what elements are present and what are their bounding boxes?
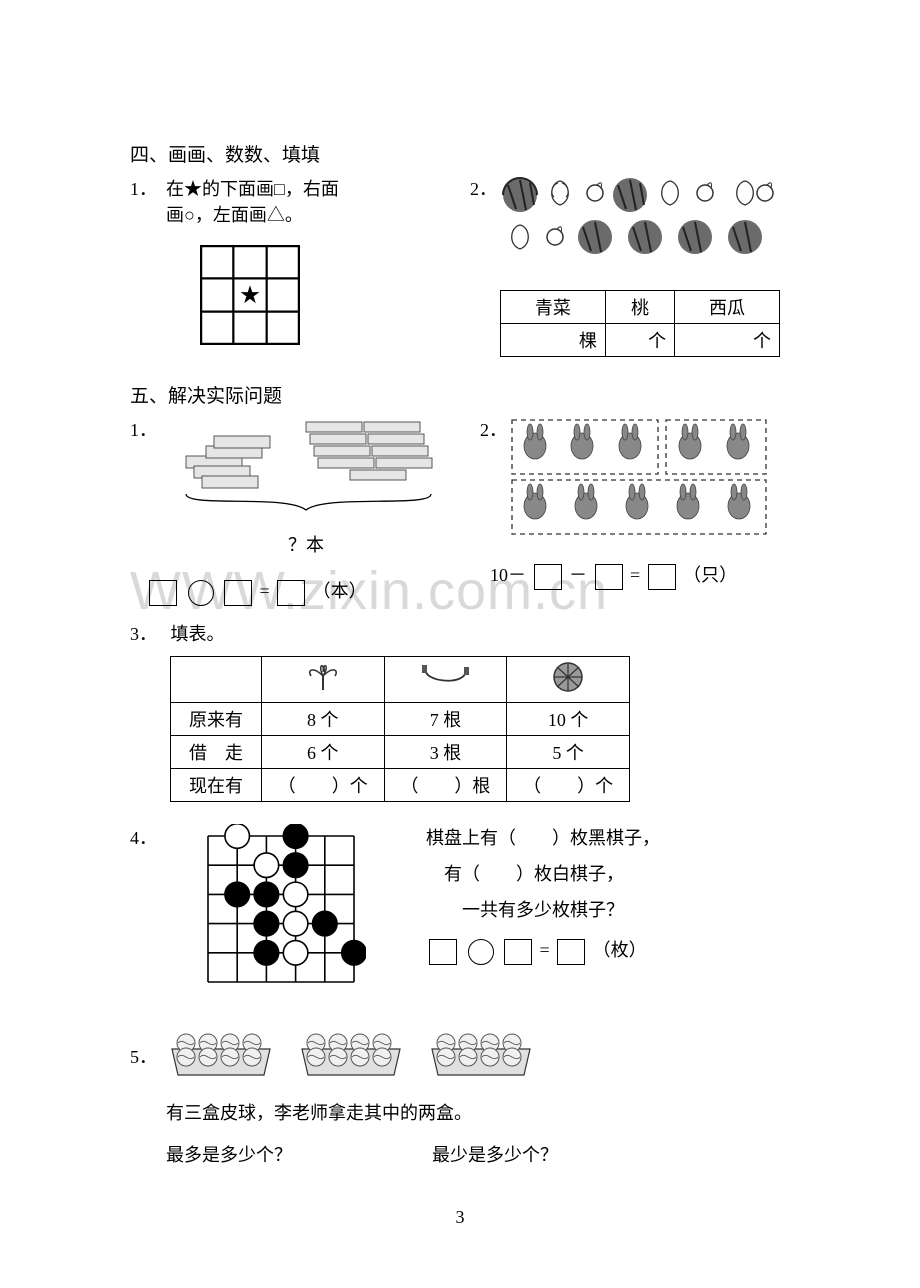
skipping-rope-icon — [420, 663, 470, 691]
section4-heading: 四、画画、数数、填填 — [130, 140, 790, 167]
q1-grid: ★ — [200, 245, 350, 350]
ball-box-icon — [166, 1029, 276, 1079]
sec5-q4-number: 4． — [130, 824, 166, 850]
op-circle[interactable] — [188, 580, 214, 606]
blank-box[interactable] — [149, 580, 177, 606]
sec5-q3-number: 3． — [130, 620, 166, 646]
op-circle[interactable] — [468, 939, 494, 965]
q5-line1: 有三盒皮球，李老师拿走其中的两盒。 — [166, 1099, 558, 1125]
blank-box[interactable] — [277, 580, 305, 606]
sec5-q5: 5． 有三盒皮球，李老师拿走其中的两盒。 最多是多少个？ 最少是多少个？ — [130, 1029, 790, 1167]
sec5-q2: 2． — [480, 416, 790, 590]
q2-col3-unit: 个 — [675, 324, 780, 357]
palm-icon — [303, 662, 343, 692]
page-number: 3 — [130, 1207, 790, 1228]
q3-r3-hdr: 现在有 — [171, 768, 262, 801]
sec4-q1: 1． 在★的下面画□，右面 画○，左面画△。 ★ — [130, 175, 420, 350]
q3-c3-r2: 5 个 — [507, 735, 630, 768]
sec5-q5-number: 5． — [130, 1029, 166, 1069]
q2-prefix: 10－ — [490, 565, 526, 585]
q5-qB: 最少是多少个？ — [432, 1141, 558, 1167]
ball-box-icon — [426, 1029, 536, 1079]
q3-c3-r1: 10 个 — [507, 702, 630, 735]
blank-box[interactable] — [648, 564, 676, 590]
q3-c3-r3: （ ）个 — [507, 768, 630, 801]
q1-expression: = （本） — [146, 577, 450, 606]
sec5-q1: 1． — [130, 416, 450, 606]
ball-box-icon — [296, 1029, 406, 1079]
blank-box[interactable] — [595, 564, 623, 590]
q3-r1-hdr: 原来有 — [171, 702, 262, 735]
q4-expression: = （枚） — [426, 936, 660, 965]
q3-label: 填表。 — [171, 624, 225, 644]
q2-col1-unit: 棵 — [501, 324, 606, 357]
q2-expression: 10－ － = （只） — [490, 561, 790, 590]
q3-c2-r3: （ ）根 — [384, 768, 507, 801]
q3-table: 原来有 8 个 7 根 10 个 借 走 6 个 3 根 5 个 现在有 （ ）… — [170, 656, 630, 802]
q2-eq: = — [630, 565, 645, 585]
q3-r2-hdr: 借 走 — [171, 735, 262, 768]
q2-op: － — [569, 565, 592, 585]
sec5-q4: 4． 棋盘上有（ ）枚黑棋子， 有（ ）枚白棋子， 一共有多少枚棋子？ = （枚… — [130, 824, 790, 999]
blank-box[interactable] — [534, 564, 562, 590]
blank-box[interactable] — [429, 939, 457, 965]
q3-c1-r2: 6 个 — [261, 735, 384, 768]
blank-box[interactable] — [504, 939, 532, 965]
q5-qA: 最多是多少个？ — [166, 1141, 292, 1167]
blank-box[interactable] — [557, 939, 585, 965]
q4-line3: 一共有多少枚棋子？ — [462, 896, 660, 922]
sec5-q2-number: 2． — [480, 416, 510, 442]
q1-unit: （本） — [313, 581, 367, 601]
q2-col3-hdr: 西瓜 — [675, 291, 780, 324]
q1-brace-label: ？本 — [166, 531, 446, 557]
q2-icon-group — [500, 175, 780, 285]
q3-c1-r3: （ ）个 — [261, 768, 384, 801]
q2-col2-unit: 个 — [605, 324, 674, 357]
q1-text-line2: 画○，左面画△。 — [166, 201, 339, 227]
q2-unit: （只） — [683, 565, 737, 585]
q1-text-line1: 在★的下面画□，右面 — [166, 175, 339, 201]
go-board — [196, 824, 366, 994]
sec4-q2: 2． — [470, 175, 780, 357]
q3-c2-r1: 7 根 — [384, 702, 507, 735]
sec5-q3: 3． 填表。 原来有 8 个 — [130, 620, 790, 802]
section5-heading: 五、解决实际问题 — [130, 381, 790, 408]
q3-c1-r1: 8 个 — [261, 702, 384, 735]
q1-number: 1． — [130, 175, 166, 201]
q4-line2: 有（ ）枚白棋子， — [444, 860, 660, 886]
q4-line1: 棋盘上有（ ）枚黑棋子， — [426, 824, 660, 850]
q3-c2-r2: 3 根 — [384, 735, 507, 768]
sec5-q1-number: 1． — [130, 416, 166, 442]
q2-table: 青菜 桃 西瓜 棵 个 个 — [500, 290, 780, 357]
q2-number: 2． — [470, 175, 500, 201]
basketball-icon — [551, 660, 585, 694]
q2-col1-hdr: 青菜 — [501, 291, 606, 324]
blank-box[interactable] — [224, 580, 252, 606]
q4-unit: （枚） — [593, 940, 647, 960]
star-icon: ★ — [239, 282, 261, 309]
q2-col2-hdr: 桃 — [605, 291, 674, 324]
